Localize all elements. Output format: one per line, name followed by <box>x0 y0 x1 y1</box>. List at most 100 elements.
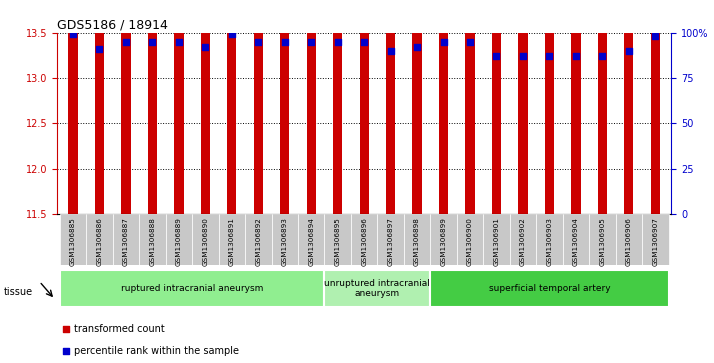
Bar <box>360 0 368 214</box>
Text: GDS5186 / 18914: GDS5186 / 18914 <box>57 19 168 32</box>
Bar <box>280 0 289 214</box>
FancyBboxPatch shape <box>510 214 536 265</box>
Point <box>411 44 423 50</box>
Text: GSM1306900: GSM1306900 <box>467 217 473 266</box>
FancyBboxPatch shape <box>431 214 457 265</box>
FancyBboxPatch shape <box>457 214 483 265</box>
FancyBboxPatch shape <box>324 214 351 265</box>
FancyBboxPatch shape <box>298 214 324 265</box>
Text: GSM1306894: GSM1306894 <box>308 217 314 266</box>
Point <box>174 39 185 45</box>
Text: GSM1306901: GSM1306901 <box>493 217 500 266</box>
Text: GSM1306904: GSM1306904 <box>573 217 579 266</box>
FancyBboxPatch shape <box>60 214 86 265</box>
Text: GSM1306887: GSM1306887 <box>123 217 129 266</box>
Text: percentile rank within the sample: percentile rank within the sample <box>74 346 239 356</box>
Point <box>517 53 528 59</box>
Point <box>253 39 264 45</box>
FancyBboxPatch shape <box>218 214 245 265</box>
FancyBboxPatch shape <box>86 214 113 265</box>
Bar <box>386 0 396 214</box>
Point <box>570 53 582 59</box>
FancyBboxPatch shape <box>166 214 192 265</box>
Text: GSM1306905: GSM1306905 <box>599 217 605 266</box>
FancyBboxPatch shape <box>431 270 668 307</box>
Point <box>464 39 476 45</box>
Bar <box>518 0 528 214</box>
Bar <box>69 0 78 214</box>
Text: tissue: tissue <box>4 287 33 297</box>
Point <box>146 39 158 45</box>
FancyBboxPatch shape <box>60 270 324 307</box>
Point <box>543 53 555 59</box>
FancyBboxPatch shape <box>192 214 218 265</box>
Point <box>279 39 291 45</box>
Bar <box>413 0 422 214</box>
Text: unruptured intracranial
aneurysm: unruptured intracranial aneurysm <box>324 279 431 298</box>
Bar <box>148 0 157 214</box>
FancyBboxPatch shape <box>536 214 563 265</box>
Point <box>332 39 343 45</box>
FancyBboxPatch shape <box>271 214 298 265</box>
Point <box>623 48 635 54</box>
FancyBboxPatch shape <box>404 214 431 265</box>
Text: ruptured intracranial aneurysm: ruptured intracranial aneurysm <box>121 284 263 293</box>
Point <box>61 348 72 354</box>
Text: GSM1306886: GSM1306886 <box>96 217 103 266</box>
Point <box>61 326 72 332</box>
Point <box>597 53 608 59</box>
Point <box>67 32 79 37</box>
Text: GSM1306896: GSM1306896 <box>361 217 367 266</box>
Text: GSM1306897: GSM1306897 <box>388 217 393 266</box>
Bar <box>333 0 342 214</box>
Text: GSM1306899: GSM1306899 <box>441 217 446 266</box>
FancyBboxPatch shape <box>563 214 589 265</box>
Bar <box>227 0 236 214</box>
Bar <box>95 0 104 214</box>
Bar <box>439 0 448 214</box>
Text: superficial temporal artery: superficial temporal artery <box>488 284 610 293</box>
Bar <box>624 0 633 214</box>
Text: GSM1306902: GSM1306902 <box>520 217 526 266</box>
Text: transformed count: transformed count <box>74 324 165 334</box>
Point <box>94 46 105 52</box>
FancyBboxPatch shape <box>589 214 615 265</box>
Point <box>491 53 502 59</box>
Point <box>200 44 211 50</box>
Bar <box>201 0 210 214</box>
Text: GSM1306893: GSM1306893 <box>282 217 288 266</box>
FancyBboxPatch shape <box>324 270 431 307</box>
Text: GSM1306885: GSM1306885 <box>70 217 76 266</box>
Text: GSM1306895: GSM1306895 <box>335 217 341 266</box>
Text: GSM1306903: GSM1306903 <box>546 217 553 266</box>
Point <box>306 39 317 45</box>
Point <box>650 33 661 39</box>
Bar <box>598 0 607 214</box>
Text: GSM1306907: GSM1306907 <box>653 217 658 266</box>
Point <box>358 39 370 45</box>
Point <box>226 32 238 37</box>
Point <box>438 39 449 45</box>
Text: GSM1306892: GSM1306892 <box>256 217 261 266</box>
Text: GSM1306891: GSM1306891 <box>228 217 235 266</box>
Bar <box>571 0 580 214</box>
Bar <box>121 0 131 214</box>
FancyBboxPatch shape <box>483 214 510 265</box>
Point <box>120 39 131 45</box>
Bar <box>492 0 501 214</box>
Bar <box>306 0 316 214</box>
FancyBboxPatch shape <box>245 214 271 265</box>
Bar <box>253 0 263 214</box>
FancyBboxPatch shape <box>113 214 139 265</box>
Text: GSM1306898: GSM1306898 <box>414 217 420 266</box>
Bar <box>174 0 183 214</box>
Bar <box>650 0 660 214</box>
FancyBboxPatch shape <box>351 214 378 265</box>
Bar <box>466 0 475 214</box>
FancyBboxPatch shape <box>615 214 642 265</box>
FancyBboxPatch shape <box>139 214 166 265</box>
Text: GSM1306890: GSM1306890 <box>202 217 208 266</box>
FancyBboxPatch shape <box>378 214 404 265</box>
Text: GSM1306888: GSM1306888 <box>149 217 156 266</box>
Text: GSM1306906: GSM1306906 <box>625 217 632 266</box>
